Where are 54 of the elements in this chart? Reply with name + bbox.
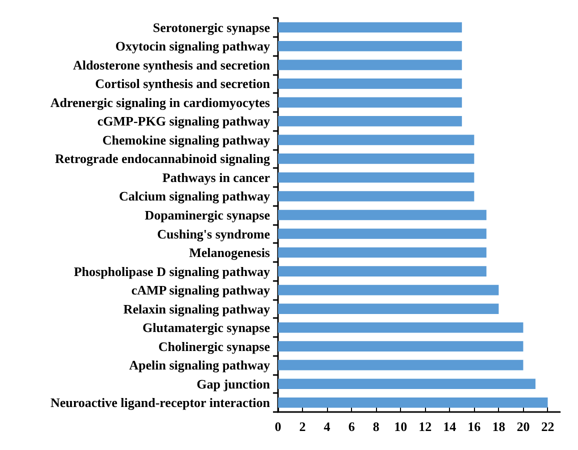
bar (278, 247, 486, 258)
bar (278, 228, 486, 239)
bar (278, 360, 524, 370)
y-tick-label: Pathways in cancer (162, 170, 270, 185)
bar (278, 266, 486, 276)
y-tick-label: Glutamatergic synapse (142, 320, 270, 336)
y-tick-label: Relaxin signaling pathway (123, 301, 270, 316)
x-tick-label: 2 (299, 419, 306, 434)
x-tick-label: 6 (348, 419, 356, 434)
bar (278, 134, 474, 146)
bar (278, 341, 524, 352)
y-tick-label: cGMP-PKG signaling pathway (97, 114, 270, 129)
y-tick-label: Phospholipase D signaling pathway (74, 264, 270, 279)
x-tick-label: 0 (274, 419, 282, 434)
y-tick-label: Cortisol synthesis and secretion (95, 76, 271, 92)
y-tick-label: Apelin signaling pathway (129, 358, 270, 373)
y-tick-label: Adrenergic signaling in cardiomyocytes (50, 94, 270, 110)
bar (278, 397, 548, 408)
bar (278, 284, 499, 296)
bar (278, 60, 462, 70)
bar (278, 172, 474, 183)
y-tick-label: Neuroactive ligand-receptor interaction (50, 395, 271, 410)
y-tick-label: Melanogenesis (189, 245, 270, 260)
y-tick-label: cAMP signaling pathway (131, 282, 270, 298)
y-tick-label: Gap junction (196, 376, 271, 392)
y-tick-label: Chemokine signaling pathway (102, 132, 270, 148)
y-tick-label: Aldosterone synthesis and secretion (72, 57, 271, 72)
bar (278, 154, 474, 164)
bar (278, 78, 462, 89)
x-tick-label: 20 (516, 419, 530, 434)
y-tick-label: Serotonergic synapse (152, 20, 270, 35)
bar (278, 22, 462, 33)
y-tick-label: Retrograde endocannabinoid signaling (54, 151, 270, 166)
bar (278, 97, 462, 108)
x-tick-label: 16 (468, 419, 482, 434)
bar (278, 40, 462, 52)
bar (278, 304, 499, 314)
y-tick-label: Oxytocin signaling pathway (115, 38, 270, 54)
bar (278, 116, 462, 126)
x-tick-label: 22 (541, 419, 554, 434)
x-tick-label: 4 (324, 419, 331, 434)
x-tick-label: 12 (418, 419, 432, 434)
y-tick-label: Calcium signaling pathway (119, 188, 270, 204)
bar (278, 191, 474, 202)
bar (278, 378, 536, 390)
x-tick-label: 10 (394, 419, 408, 434)
y-tick-label: Cushing's syndrome (157, 226, 270, 242)
y-tick-label: Cholinergic synapse (158, 338, 270, 354)
bar (278, 322, 524, 333)
x-tick-label: 18 (492, 419, 506, 434)
x-tick-label: 8 (372, 419, 380, 434)
x-tick-label: 14 (443, 419, 457, 434)
y-tick-label: Dopaminergic synapse (144, 208, 270, 222)
bar (278, 210, 486, 220)
